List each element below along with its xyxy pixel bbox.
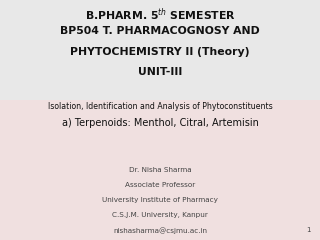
Text: Dr. Nisha Sharma: Dr. Nisha Sharma	[129, 167, 191, 173]
Text: PHYTOCHEMISTRY II (Theory): PHYTOCHEMISTRY II (Theory)	[70, 47, 250, 57]
Text: B.PHARM. 5$^{th}$ SEMESTER: B.PHARM. 5$^{th}$ SEMESTER	[84, 6, 236, 23]
FancyBboxPatch shape	[0, 0, 320, 100]
Text: Isolation, Identification and Analysis of Phytoconstituents: Isolation, Identification and Analysis o…	[48, 102, 272, 111]
Text: 1: 1	[306, 227, 310, 233]
Text: nishasharma@csjmu.ac.in: nishasharma@csjmu.ac.in	[113, 227, 207, 234]
Text: C.S.J.M. University, Kanpur: C.S.J.M. University, Kanpur	[112, 212, 208, 218]
Text: UNIT-III: UNIT-III	[138, 67, 182, 77]
Text: a) Terpenoids: Menthol, Citral, Artemisin: a) Terpenoids: Menthol, Citral, Artemisi…	[61, 118, 259, 128]
Text: University Institute of Pharmacy: University Institute of Pharmacy	[102, 197, 218, 203]
Text: Associate Professor: Associate Professor	[125, 182, 195, 188]
Text: BP504 T. PHARMACOGNOSY AND: BP504 T. PHARMACOGNOSY AND	[60, 26, 260, 36]
